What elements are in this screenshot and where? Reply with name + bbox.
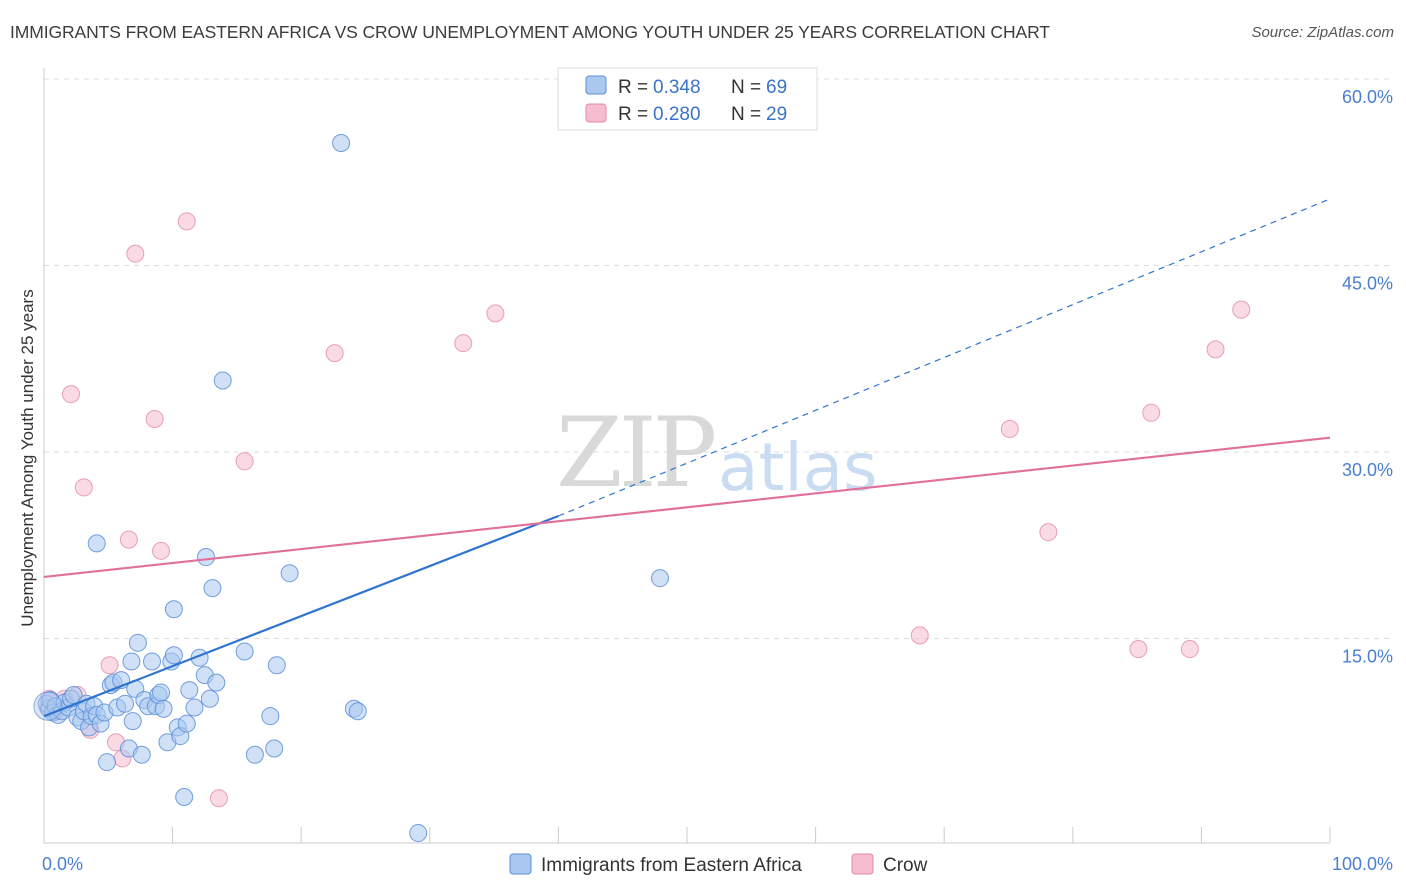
- y-tick-label-1: 30.0%: [1342, 460, 1393, 480]
- eastern-africa-point-cluster: [33, 691, 63, 721]
- eastern-africa-point-32: [132, 745, 151, 764]
- eastern-africa-point-55: [87, 534, 106, 553]
- crow-point-17: [325, 344, 344, 363]
- crow-point-7: [100, 656, 119, 675]
- legend-n-value-1: 29: [766, 104, 787, 125]
- watermark-atlas: atlas: [718, 429, 878, 506]
- bottom-legend-label-eastern-africa: Immigrants from Eastern Africa: [541, 855, 802, 876]
- x-tick-labels: 0.0% 100.0%: [42, 854, 1393, 874]
- y-axis-label: Unemployment Among Youth under 25 years: [18, 289, 37, 626]
- eastern-africa-point-48: [185, 698, 204, 717]
- legend-swatch-pink: [585, 103, 607, 123]
- eastern-africa-point-63: [280, 564, 299, 583]
- legend-swatch-blue: [585, 75, 607, 95]
- eastern-africa-point-52: [203, 579, 222, 598]
- eastern-africa-point-28: [122, 652, 141, 671]
- crow-point-27: [1232, 300, 1251, 319]
- crow-point-25: [1180, 640, 1199, 659]
- y-tick-labels: 15.0% 30.0% 45.0% 60.0%: [1342, 87, 1393, 667]
- eastern-africa-point-68: [650, 569, 669, 588]
- eastern-africa-point-54: [213, 371, 232, 390]
- eastern-africa-point-45: [175, 787, 194, 806]
- eastern-africa-point-35: [143, 652, 162, 671]
- eastern-africa-point-21: [98, 753, 117, 772]
- bottom-legend-label-crow: Crow: [883, 855, 928, 876]
- crow-point-22: [1039, 523, 1058, 542]
- eastern-africa-point-61: [265, 739, 284, 758]
- eastern-africa-point-57: [197, 548, 216, 567]
- crow-point-13: [152, 541, 171, 560]
- legend-r-label-1: R =: [618, 104, 648, 125]
- crow-point-14: [177, 212, 196, 231]
- crow-point-23: [1129, 640, 1148, 659]
- crow-point-10: [119, 530, 138, 549]
- legend-r-label-0: R =: [618, 77, 648, 98]
- crow-point-12: [145, 410, 164, 429]
- eastern-africa-point-60: [261, 707, 280, 726]
- top-legend: R = 0.348 N = 69 R = 0.280 N = 29: [557, 67, 818, 131]
- bottom-legend-swatch-pink: [851, 853, 874, 875]
- watermark: ZIP atlas: [556, 397, 878, 509]
- y-tick-label-0: 15.0%: [1342, 647, 1393, 667]
- bottom-legend: Immigrants from Eastern Africa Crow: [509, 853, 928, 876]
- eastern-africa-point-38: [152, 683, 171, 702]
- crow-point-20: [910, 626, 929, 645]
- eastern-africa-points: [33, 134, 669, 843]
- eastern-africa-point-62: [267, 656, 286, 675]
- crow-point-21: [1000, 419, 1019, 438]
- crow-point-18: [454, 334, 473, 353]
- eastern-africa-trend-extension: [558, 198, 1331, 517]
- legend-r-value-1: 0.280: [653, 104, 701, 125]
- x-tick-label-0: 0.0%: [42, 854, 83, 874]
- x-tick-label-1: 100.0%: [1332, 854, 1393, 874]
- y-tick-label-2: 45.0%: [1342, 274, 1393, 294]
- chart-title: IMMIGRANTS FROM EASTERN AFRICA VS CROW U…: [10, 22, 1050, 42]
- source-label: Source: ZipAtlas.com: [1251, 24, 1394, 41]
- trend-lines: [43, 198, 1331, 718]
- eastern-africa-point-59: [245, 745, 264, 764]
- y-tick-label-3: 60.0%: [1342, 87, 1393, 107]
- crow-point-19: [486, 304, 505, 323]
- eastern-africa-point-66: [332, 134, 351, 153]
- eastern-africa-point-65: [348, 702, 367, 721]
- crow-point-15: [209, 789, 228, 808]
- eastern-africa-point-47: [180, 681, 199, 700]
- legend-n-label-0: N =: [731, 77, 761, 98]
- bottom-legend-swatch-blue: [509, 853, 532, 875]
- legend-n-value-0: 69: [766, 77, 787, 98]
- crow-point-11: [126, 244, 145, 263]
- crow-point-3: [62, 385, 81, 404]
- eastern-africa-point-46: [177, 714, 196, 733]
- eastern-africa-point-56: [164, 600, 183, 619]
- crow-trend-line: [43, 436, 1331, 579]
- eastern-africa-point-39: [154, 699, 173, 718]
- legend-n-label-1: N =: [731, 104, 761, 125]
- eastern-africa-point-26: [116, 694, 135, 713]
- eastern-africa-point-42: [164, 646, 183, 665]
- eastern-africa-point-31: [128, 633, 147, 652]
- crow-points: [38, 212, 1251, 808]
- crow-point-24: [1142, 403, 1161, 422]
- eastern-africa-trend-line: [43, 514, 559, 718]
- eastern-africa-point-58: [235, 642, 254, 661]
- eastern-africa-point-29: [123, 712, 142, 731]
- legend-r-value-0: 0.348: [653, 77, 701, 98]
- eastern-africa-point-53: [207, 673, 226, 692]
- crow-point-16: [235, 452, 254, 471]
- eastern-africa-point-51: [200, 689, 219, 708]
- crow-point-26: [1206, 340, 1225, 359]
- watermark-zip: ZIP: [556, 397, 715, 509]
- crow-point-5: [74, 478, 93, 497]
- eastern-africa-point-67: [409, 824, 428, 843]
